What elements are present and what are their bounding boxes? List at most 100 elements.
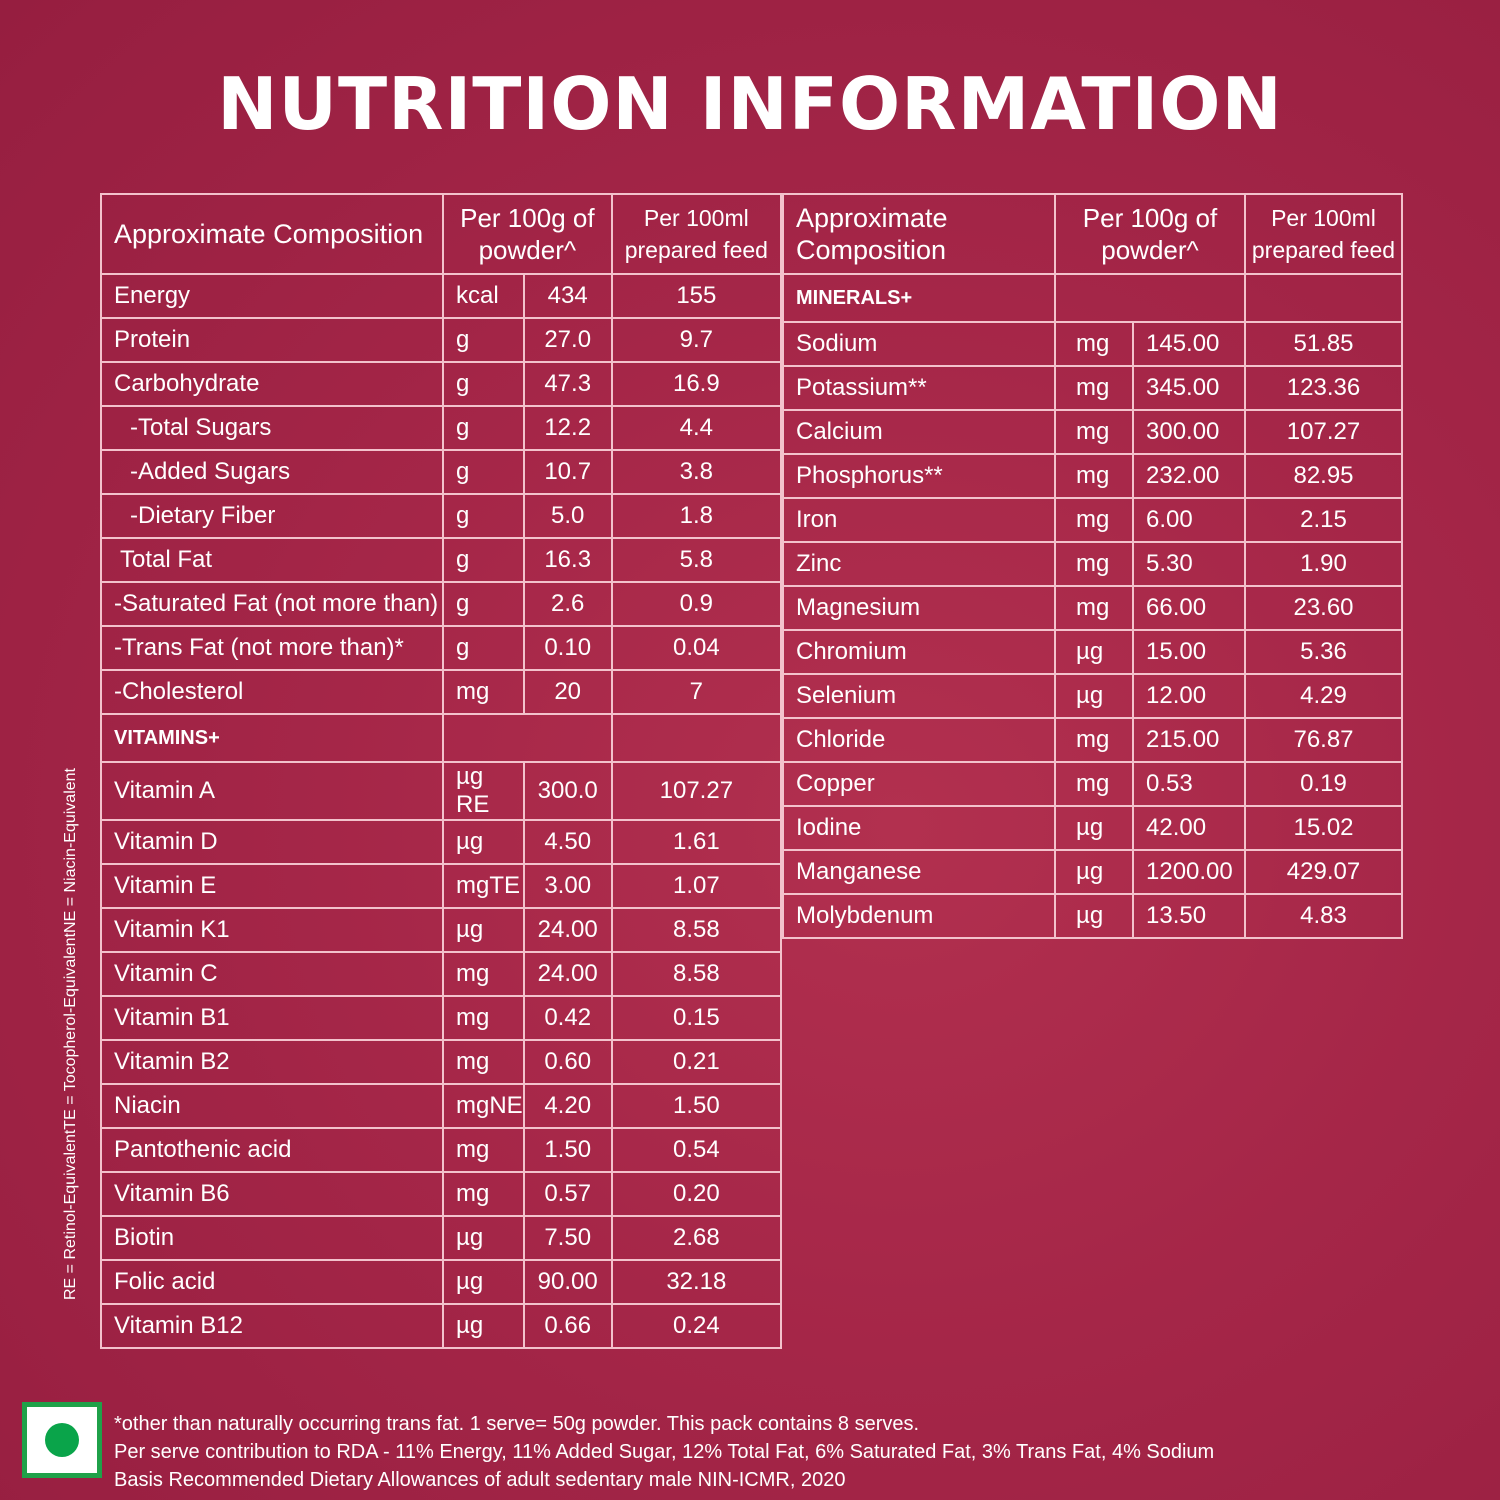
vegetarian-mark-icon [22,1402,102,1478]
value-per-100ml: 1.90 [1244,541,1403,587]
nutrient-name: Vitamin D [100,819,444,865]
table-row: Phosphorus** mg 232.00 82.95 [782,453,1403,499]
value-per-100g: 145.00 [1132,321,1246,367]
nutrient-name: Chloride [782,717,1056,763]
nutrient-name: Vitamin B1 [100,995,444,1041]
table-row: Vitamin K1 µg 24.00 8.58 [100,907,783,953]
value-per-100g: 4.20 [522,1083,613,1129]
value-per-100ml: 1.8 [610,493,783,539]
value-per-100g: 5.30 [1132,541,1246,587]
header-composition: Approximate Composition [100,193,444,275]
page-title: NUTRITION INFORMATION [217,62,1283,146]
empty-cell [1054,273,1246,323]
nutrient-unit: mg [1054,497,1134,543]
value-per-100g: 2.6 [522,581,613,627]
nutrient-unit: mg [442,669,525,715]
value-per-100ml: 16.9 [610,361,783,407]
value-per-100ml: 2.68 [610,1215,783,1261]
value-per-100g: 7.50 [522,1215,613,1261]
nutrient-unit: mg [1054,761,1134,807]
nutrient-unit: mg [1054,541,1134,587]
value-per-100ml: 23.60 [1244,585,1403,631]
nutrient-unit: g [442,361,525,407]
value-per-100ml: 1.50 [610,1083,783,1129]
nutrient-unit: mgTE [442,863,525,909]
value-per-100ml: 7 [610,669,783,715]
nutrient-name: Manganese [782,849,1056,895]
value-per-100ml: 0.15 [610,995,783,1041]
table-header-row: Approximate Composition Per 100g of powd… [100,193,783,275]
value-per-100ml: 1.07 [610,863,783,909]
value-per-100g: 16.3 [522,537,613,583]
nutrient-unit: g [442,581,525,627]
table-row: -Trans Fat (not more than)* g 0.10 0.04 [100,625,783,671]
value-per-100g: 10.7 [522,449,613,495]
empty-cell [1244,273,1403,323]
value-per-100ml: 4.29 [1244,673,1403,719]
nutrient-name: -Cholesterol [100,669,444,715]
nutrient-name: Protein [100,317,444,363]
value-per-100ml: 82.95 [1244,453,1403,499]
value-per-100g: 0.10 [522,625,613,671]
footnote-rda: Per serve contribution to RDA - 11% Ener… [114,1441,1215,1463]
left-table-body: Energy kcal 434 155 Protein g 27.0 9.7 Carbohydr… [100,273,783,1349]
nutrient-name: Pantothenic acid [100,1127,444,1173]
value-per-100g: 0.60 [522,1039,613,1085]
nutrient-unit: mg [1054,409,1134,455]
value-per-100g: 0.42 [522,995,613,1041]
value-per-100ml: 9.7 [610,317,783,363]
value-per-100ml: 0.24 [610,1303,783,1349]
nutrient-name: Niacin [100,1083,444,1129]
footnotes: *other than naturally occurring trans fa… [114,1410,1214,1494]
nutrient-unit: mg [1054,453,1134,499]
value-per-100g: 42.00 [1132,805,1246,851]
table-row: Copper mg 0.53 0.19 [782,761,1403,807]
table-row: Protein g 27.0 9.7 [100,317,783,363]
value-per-100g: 6.00 [1132,497,1246,543]
nutrient-name: Vitamin E [100,863,444,909]
nutrient-name: Vitamin K1 [100,907,444,953]
value-per-100g: 15.00 [1132,629,1246,675]
table-row: -Cholesterol mg 20 7 [100,669,783,715]
value-per-100ml: 107.27 [610,761,783,821]
nutrient-unit: mg [1054,321,1134,367]
nutrient-name: Carbohydrate [100,361,444,407]
nutrient-name: Molybdenum [782,893,1056,939]
value-per-100g: 1200.00 [1132,849,1246,895]
nutrient-name: Magnesium [782,585,1056,631]
nutrient-unit: mg [442,1039,525,1085]
section-heading: VITAMINS+ [100,713,444,763]
nutrient-unit: mgNE [442,1083,525,1129]
table-row: Iodine µg 42.00 15.02 [782,805,1403,851]
value-per-100g: 345.00 [1132,365,1246,411]
nutrient-unit: µg [442,1303,525,1349]
value-per-100ml: 51.85 [1244,321,1403,367]
value-per-100ml: 0.20 [610,1171,783,1217]
nutrition-table-right: Approximate Composition Per 100g of powd… [782,193,1403,939]
table-row: Zinc mg 5.30 1.90 [782,541,1403,587]
value-per-100ml: 0.19 [1244,761,1403,807]
nutrient-name: -Saturated Fat (not more than) [100,581,444,627]
nutrient-name: Phosphorus** [782,453,1056,499]
value-per-100ml: 0.04 [610,625,783,671]
header-per-100g: Per 100g of powder^ [442,193,613,275]
nutrient-unit: mg [1054,717,1134,763]
nutrient-unit: kcal [442,273,525,319]
nutrient-name: Biotin [100,1215,444,1261]
table-row: Niacin mgNE 4.20 1.50 [100,1083,783,1129]
nutrient-name: Vitamin B2 [100,1039,444,1085]
table-row: Carbohydrate g 47.3 16.9 [100,361,783,407]
nutrient-unit: µg [1054,893,1134,939]
nutrient-unit: g [442,537,525,583]
value-per-100g: 12.2 [522,405,613,451]
nutrient-name: Vitamin B12 [100,1303,444,1349]
footnote-basis: Basis Recommended Dietary Allowances of … [114,1469,846,1491]
value-per-100g: 215.00 [1132,717,1246,763]
veg-dot-icon [45,1423,79,1457]
table-header-row: Approximate Composition Per 100g of powd… [782,193,1403,275]
value-per-100g: 13.50 [1132,893,1246,939]
nutrient-unit: g [442,405,525,451]
table-row: Folic acid µg 90.00 32.18 [100,1259,783,1305]
